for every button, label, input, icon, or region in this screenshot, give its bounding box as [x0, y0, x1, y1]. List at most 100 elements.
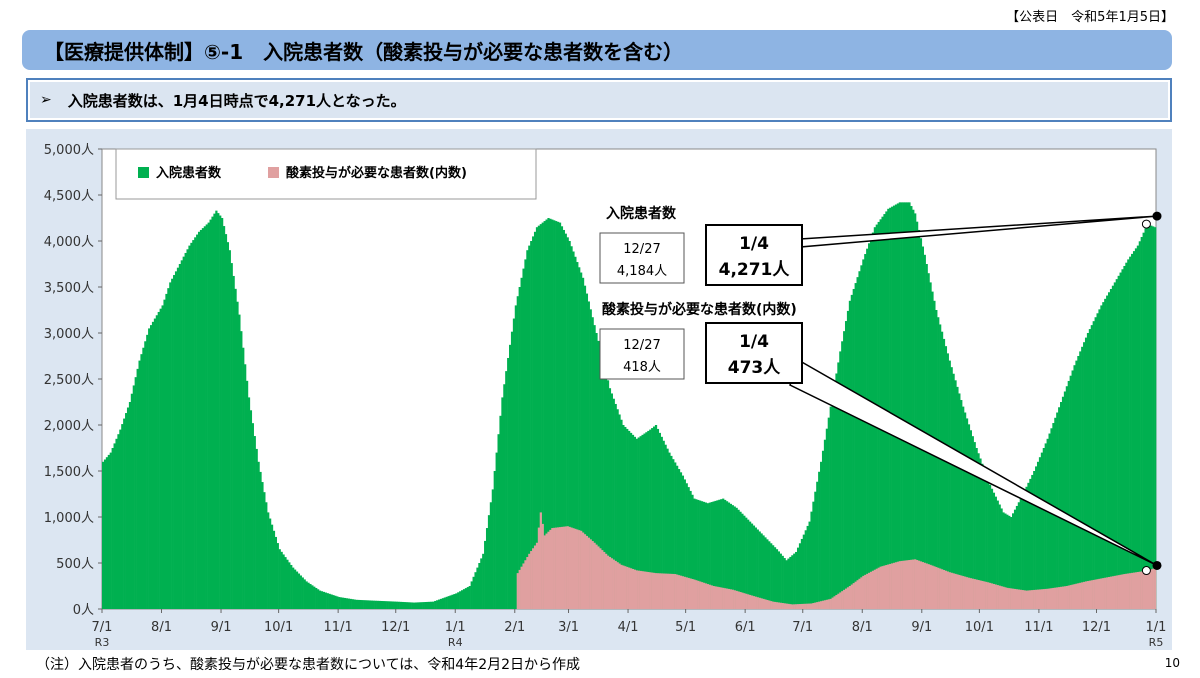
oxygen-bar [860, 577, 863, 609]
inpatient-bar [610, 393, 613, 609]
oxygen-bar [833, 596, 836, 609]
inpatient-bar [768, 541, 771, 609]
oxygen-bar [816, 602, 819, 609]
inpatient-bar [355, 599, 358, 609]
inpatient-bar [724, 499, 727, 609]
oxygen-bar [910, 559, 913, 609]
inpatient-bar [1104, 298, 1107, 609]
oxygen-bar [1148, 569, 1151, 609]
oxygen-bar [666, 573, 669, 609]
inpatient-bar [979, 458, 982, 609]
oxygen-bar [587, 537, 590, 609]
inpatient-bar [288, 562, 291, 609]
inpatient-bar [359, 599, 362, 609]
inpatient-bar [843, 331, 846, 609]
oxygen-bar [889, 563, 892, 609]
inpatient-bar [942, 338, 946, 609]
inpatient-bar [326, 593, 329, 609]
inpatient-bar [487, 515, 491, 609]
inpatient-bar [825, 428, 829, 609]
x-tick-label: 11/1 [1024, 620, 1053, 635]
inpatient-bar [605, 372, 608, 609]
oxygen-bar [919, 561, 923, 609]
oxygen-bar [737, 591, 740, 609]
inpatient-bar [1046, 438, 1049, 609]
x-tick-label: 10/1 [264, 620, 293, 635]
inpatient-bar [1084, 337, 1088, 609]
inpatient-bar [180, 260, 183, 609]
inpatient-bar [891, 206, 894, 610]
oxygen-bar [881, 566, 884, 609]
inpatient-bar [652, 426, 656, 609]
inpatient-bar [543, 221, 546, 610]
inpatient-bar [190, 242, 193, 609]
oxygen-bar [1017, 589, 1020, 609]
inpatient-bar [702, 501, 706, 609]
inpatient-bar [539, 224, 542, 609]
oxygen-bar [766, 599, 769, 609]
inpatient-bar [130, 393, 134, 609]
oxygen-bar [591, 541, 594, 609]
inpatient-bar [708, 502, 711, 609]
oxygen-bar [756, 597, 759, 609]
oxygen-bar [606, 555, 610, 609]
inpatient-bar [1031, 474, 1034, 609]
inpatient-bar [380, 600, 383, 609]
inpatient-bar [597, 340, 600, 609]
oxygen-bar [532, 548, 535, 609]
inpatient-bar [311, 585, 314, 609]
inpatient-bar [1000, 508, 1003, 609]
inpatient-bar [900, 202, 903, 610]
inpatient-bar [184, 252, 187, 609]
inpatient-bar [167, 288, 170, 609]
inpatient-bar [806, 525, 809, 609]
inpatient-bar [545, 219, 548, 609]
inpatient-bar [668, 452, 671, 609]
inpatient-bar [313, 586, 316, 609]
inpatient-bar [276, 543, 279, 609]
oxygen-bar [1061, 586, 1065, 609]
inpatient-bar [457, 592, 460, 609]
oxygen-bar [537, 527, 541, 609]
inpatient-bar [578, 267, 581, 609]
oxygen-bar [731, 589, 734, 609]
inpatient-bar [541, 222, 544, 609]
inpatient-bar [495, 452, 498, 609]
inpatient-bar [887, 208, 890, 610]
oxygen-bar [917, 560, 921, 609]
oxygen-bar [578, 530, 581, 609]
inpatient-bar [353, 599, 356, 609]
oxygen-bar [750, 595, 754, 609]
x-tick-label: 11/1 [324, 620, 353, 635]
oxygen-bar [641, 571, 644, 609]
inpatient-bar [245, 380, 249, 609]
oxygen-bar [770, 601, 773, 609]
oxygen-bar [699, 581, 702, 609]
inpatient-bar [1096, 313, 1099, 609]
inpatient-bar [209, 219, 212, 610]
inpatient-bar [912, 209, 915, 609]
inpatient-bar [990, 488, 994, 609]
inpatient-bar [149, 325, 153, 609]
inpatient-bar [710, 502, 713, 609]
inpatient-bar [142, 347, 145, 609]
x-era-label: R3 [95, 636, 110, 649]
inpatient-bar [503, 384, 506, 609]
x-tick-label: 8/1 [852, 620, 873, 635]
inpatient-bar [810, 511, 813, 609]
inpatient-bar [280, 551, 283, 609]
oxygen-bar [626, 566, 629, 609]
inpatient-bar [574, 256, 577, 609]
inpatient-bar [255, 448, 258, 609]
oxygen-bar [722, 587, 725, 609]
inpatient-bar [119, 429, 122, 609]
oxygen-bar [1134, 572, 1138, 609]
inpatient-bar [489, 502, 493, 609]
oxygen-bar [1060, 586, 1063, 609]
inpatient-bar [372, 600, 375, 609]
oxygen-bar [992, 583, 996, 609]
oxygen-bar [983, 581, 986, 609]
oxygen-bar [1048, 588, 1051, 609]
legend-label-oxygen: 酸素投与が必要な患者数(内数) [286, 165, 467, 181]
inpatient-bar [238, 314, 241, 609]
